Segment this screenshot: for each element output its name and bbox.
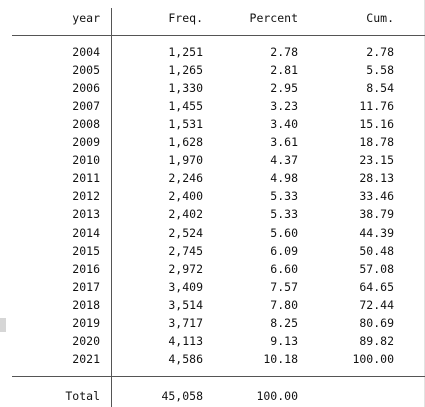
cell-percent: 5.60 [270, 226, 298, 240]
cell-freq: 4,113 [168, 334, 203, 348]
cell-freq: 2,402 [168, 207, 203, 221]
cell-freq: 2,745 [168, 244, 203, 258]
column-separator [111, 36, 112, 376]
cell-percent: 6.09 [270, 244, 298, 258]
cell-cum: 33.46 [359, 189, 394, 203]
cell-freq: 1,455 [168, 99, 203, 113]
scroll-edge-marker [0, 318, 6, 332]
cell-percent: 7.57 [270, 280, 298, 294]
cell-freq: 1,251 [168, 45, 203, 59]
cell-freq: 3,514 [168, 298, 203, 312]
cell-cum: 64.65 [359, 280, 394, 294]
cell-year: 2005 [72, 63, 100, 77]
cell-year: 2006 [72, 81, 100, 95]
cell-year: 2021 [72, 352, 100, 366]
cell-percent: 2.78 [270, 45, 298, 59]
cell-cum: 44.39 [359, 226, 394, 240]
cell-percent: 2.95 [270, 81, 298, 95]
total-label: Total [65, 389, 100, 403]
cell-freq: 3,717 [168, 316, 203, 330]
cell-freq: 3,409 [168, 280, 203, 294]
cell-freq: 1,330 [168, 81, 203, 95]
cell-cum: 15.16 [359, 117, 394, 131]
cell-freq: 2,524 [168, 226, 203, 240]
header-freq: Freq. [168, 11, 203, 25]
cell-cum: 100.00 [352, 352, 394, 366]
cell-freq: 4,586 [168, 352, 203, 366]
header-year: year [72, 11, 100, 25]
cell-percent: 3.61 [270, 135, 298, 149]
cell-percent: 3.40 [270, 117, 298, 131]
header-rule [12, 35, 425, 36]
cell-year: 2008 [72, 117, 100, 131]
cell-cum: 57.08 [359, 262, 394, 276]
cell-year: 2018 [72, 298, 100, 312]
cell-cum: 28.13 [359, 171, 394, 185]
cell-cum: 89.82 [359, 334, 394, 348]
column-separator [111, 8, 112, 35]
cell-percent: 2.81 [270, 63, 298, 77]
column-separator [111, 377, 112, 407]
cell-percent: 6.60 [270, 262, 298, 276]
cell-freq: 1,970 [168, 153, 203, 167]
cell-freq: 2,246 [168, 171, 203, 185]
cell-percent: 4.37 [270, 153, 298, 167]
cell-year: 2010 [72, 153, 100, 167]
cell-percent: 8.25 [270, 316, 298, 330]
cell-percent: 5.33 [270, 189, 298, 203]
cell-freq: 1,628 [168, 135, 203, 149]
header-cum: Cum. [366, 11, 394, 25]
total-freq: 45,058 [161, 389, 203, 403]
cell-year: 2014 [72, 226, 100, 240]
cell-percent: 4.98 [270, 171, 298, 185]
cell-cum: 72.44 [359, 298, 394, 312]
cell-cum: 50.48 [359, 244, 394, 258]
cell-freq: 2,972 [168, 262, 203, 276]
cell-year: 2015 [72, 244, 100, 258]
cell-freq: 1,531 [168, 117, 203, 131]
cell-year: 2016 [72, 262, 100, 276]
cell-freq: 2,400 [168, 189, 203, 203]
cell-year: 2012 [72, 189, 100, 203]
cell-year: 2011 [72, 171, 100, 185]
cell-cum: 18.78 [359, 135, 394, 149]
total-rule [12, 376, 425, 377]
cell-percent: 5.33 [270, 207, 298, 221]
cell-freq: 1,265 [168, 63, 203, 77]
cell-cum: 38.79 [359, 207, 394, 221]
header-percent: Percent [249, 11, 298, 25]
cell-year: 2009 [72, 135, 100, 149]
cell-cum: 8.54 [366, 81, 394, 95]
cell-cum: 80.69 [359, 316, 394, 330]
cell-percent: 10.18 [263, 352, 298, 366]
total-percent: 100.00 [256, 389, 298, 403]
cell-percent: 9.13 [270, 334, 298, 348]
cell-year: 2019 [72, 316, 100, 330]
cell-year: 2013 [72, 207, 100, 221]
cell-percent: 7.80 [270, 298, 298, 312]
cell-year: 2020 [72, 334, 100, 348]
cell-cum: 2.78 [366, 45, 394, 59]
cell-year: 2007 [72, 99, 100, 113]
cell-year: 2004 [72, 45, 100, 59]
cell-year: 2017 [72, 280, 100, 294]
cell-cum: 23.15 [359, 153, 394, 167]
cell-cum: 5.58 [366, 63, 394, 77]
cell-cum: 11.76 [359, 99, 394, 113]
cell-percent: 3.23 [270, 99, 298, 113]
